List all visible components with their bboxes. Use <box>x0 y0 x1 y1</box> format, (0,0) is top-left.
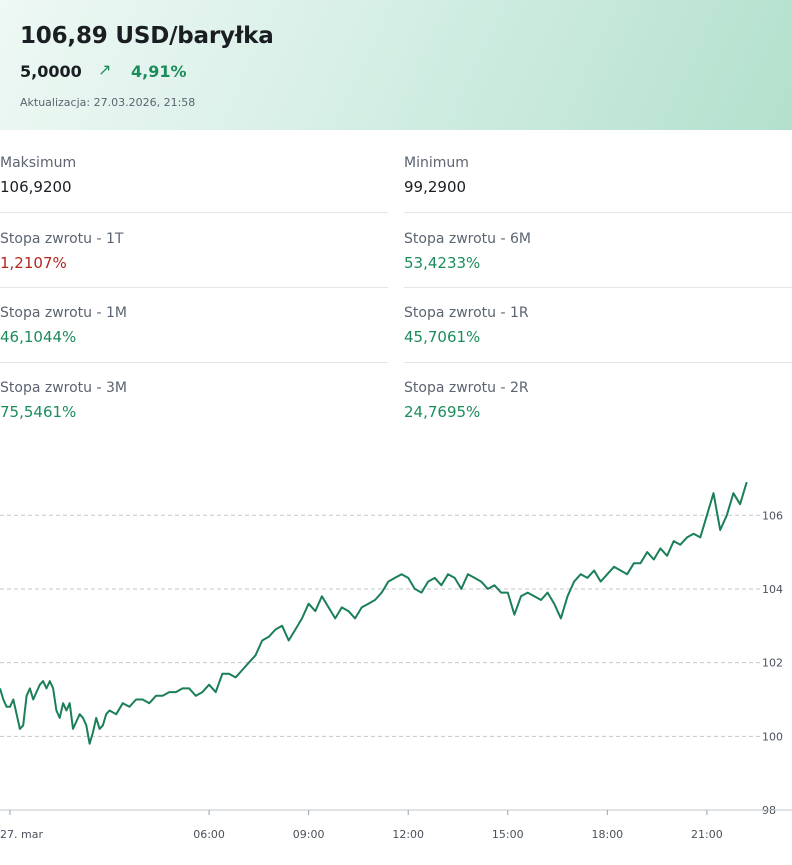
x-tick-label: 12:00 <box>392 828 424 841</box>
stat-return-3m: Stopa zwrotu - 3M 75,5461% <box>0 380 388 455</box>
divider <box>0 362 388 363</box>
stat-value: 45,7061% <box>404 328 481 346</box>
change-absolute: 5,0000 <box>20 62 82 81</box>
price-chart[interactable]: 98 100 102 104 106 27. mar 06:00 09:00 12:00 15:0… <box>0 440 792 865</box>
stat-return-1m: Stopa zwrotu - 1M 46,1044% <box>0 305 388 380</box>
stat-return-1r: Stopa zwrotu - 1R 45,7061% <box>404 305 792 380</box>
stat-label: Minimum <box>404 155 469 171</box>
trend-up-icon: ↗ <box>98 60 112 79</box>
stat-value: 99,2900 <box>404 178 467 196</box>
x-tick-label: 21:00 <box>691 828 723 841</box>
stat-label: Stopa zwrotu - 2R <box>404 380 529 396</box>
stat-label: Stopa zwrotu - 6M <box>404 231 531 247</box>
stat-value: 106,9200 <box>0 178 72 196</box>
stat-value: 1,2107% <box>0 254 67 272</box>
price-title: 106,89 USD/baryłka <box>20 23 274 49</box>
stat-minimum: Minimum 99,2900 <box>404 155 792 230</box>
x-tick-label: 18:00 <box>591 828 623 841</box>
stat-maximum: Maksimum 106,9200 <box>0 155 388 230</box>
divider <box>404 362 792 363</box>
stat-return-2r: Stopa zwrotu - 2R 24,7695% <box>404 380 792 455</box>
x-tick-label: 27. mar <box>0 828 43 841</box>
y-tick-label: 100 <box>762 730 783 743</box>
quote-header: 106,89 USD/baryłka 5,0000 ↗ 4,91% Aktual… <box>0 0 792 130</box>
stat-value: 53,4233% <box>404 254 481 272</box>
stat-value: 75,5461% <box>0 403 77 421</box>
stat-label: Stopa zwrotu - 1M <box>0 305 127 321</box>
y-tick-label: 104 <box>762 583 783 596</box>
last-update-timestamp: Aktualizacja: 27.03.2026, 21:58 <box>20 96 196 109</box>
stat-label: Stopa zwrotu - 1R <box>404 305 529 321</box>
stat-return-6m: Stopa zwrotu - 6M 53,4233% <box>404 231 792 306</box>
change-percent: 4,91% <box>131 62 187 81</box>
divider <box>404 287 792 288</box>
stat-return-1t: Stopa zwrotu - 1T 1,2107% <box>0 231 388 306</box>
x-tick-label: 09:00 <box>293 828 325 841</box>
divider <box>0 287 388 288</box>
divider <box>0 212 388 213</box>
stat-value: 24,7695% <box>404 403 481 421</box>
stat-label: Stopa zwrotu - 1T <box>0 231 124 247</box>
y-tick-label: 106 <box>762 509 783 522</box>
stat-value: 46,1044% <box>0 328 77 346</box>
y-tick-label: 102 <box>762 657 783 670</box>
stat-label: Maksimum <box>0 155 77 171</box>
x-tick-label: 06:00 <box>193 828 225 841</box>
x-tick-label: 15:00 <box>492 828 524 841</box>
divider <box>404 212 792 213</box>
stat-label: Stopa zwrotu - 3M <box>0 380 127 396</box>
price-series-line <box>0 481 748 745</box>
